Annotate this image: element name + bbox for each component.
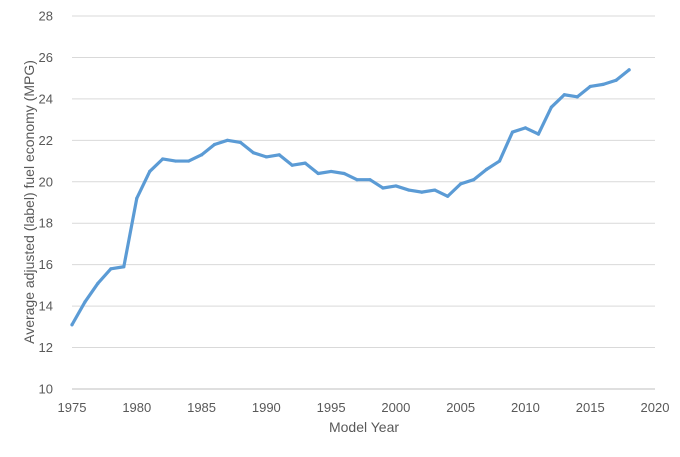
data-point — [575, 95, 579, 99]
data-point — [148, 169, 152, 174]
data-point — [290, 163, 294, 167]
data-point — [342, 171, 346, 176]
data-point — [109, 267, 113, 271]
y-tick-label: 20 — [39, 174, 53, 189]
x-tick-label: 1990 — [252, 400, 281, 415]
data-point — [316, 171, 320, 176]
data-point — [497, 159, 502, 163]
data-point — [394, 184, 398, 188]
y-tick-label: 12 — [39, 340, 53, 355]
x-axis-title: Model Year — [329, 419, 399, 435]
data-point — [303, 161, 307, 165]
data-point — [187, 159, 191, 163]
y-tick-label: 24 — [39, 91, 53, 106]
x-tick-label: 2000 — [381, 400, 410, 415]
gridlines — [72, 15, 655, 390]
x-tick-label: 2015 — [576, 400, 605, 415]
data-point — [174, 159, 178, 163]
data-point — [212, 142, 217, 147]
data-point — [381, 186, 385, 190]
data-point — [484, 167, 489, 171]
data-point — [225, 138, 230, 142]
y-tick-label: 26 — [39, 50, 53, 65]
y-tick-label: 22 — [39, 133, 53, 148]
data-point — [549, 105, 553, 109]
data-point — [122, 265, 126, 269]
data-point — [472, 178, 476, 182]
data-point — [536, 132, 541, 136]
data-point — [614, 78, 618, 82]
data-point — [355, 178, 359, 182]
data-point — [96, 281, 100, 285]
data-point — [433, 188, 437, 192]
data-point — [251, 151, 255, 155]
data-point — [238, 140, 243, 145]
x-tick-label: 1980 — [122, 400, 151, 415]
x-tick-label: 2010 — [511, 400, 540, 415]
data-point — [523, 126, 528, 130]
data-point — [368, 178, 372, 182]
y-tick-labels: 10 12 14 16 18 20 22 24 26 28 — [39, 9, 53, 397]
data-point — [588, 84, 592, 89]
data-point — [627, 68, 631, 72]
data-point — [161, 157, 165, 161]
y-tick-label: 10 — [39, 382, 53, 397]
data-point — [83, 300, 87, 304]
data-point — [199, 153, 204, 157]
series-line — [70, 68, 631, 327]
series — [70, 68, 631, 327]
data-point — [420, 190, 424, 194]
y-tick-label: 18 — [39, 216, 53, 231]
data-point — [601, 82, 605, 86]
data-point — [277, 153, 281, 157]
data-point — [135, 196, 139, 200]
y-tick-label: 16 — [39, 257, 53, 272]
y-axis-title: Average adjusted (label) fuel economy (M… — [21, 60, 37, 344]
data-point — [407, 188, 411, 192]
x-tick-label: 2020 — [641, 400, 670, 415]
x-tick-label: 1975 — [58, 400, 87, 415]
data-point — [329, 169, 333, 174]
x-tick-label: 2005 — [446, 400, 475, 415]
x-tick-label: 1995 — [317, 400, 346, 415]
data-point — [510, 130, 515, 134]
data-point — [446, 194, 450, 198]
data-point — [264, 155, 268, 159]
x-tick-label: 1985 — [187, 400, 216, 415]
x-tick-labels: 1975 1980 1985 1990 1995 2000 2005 2010 2015 2020 — [58, 400, 670, 415]
y-tick-label: 28 — [39, 9, 53, 24]
data-point — [562, 93, 566, 97]
data-point — [70, 323, 74, 327]
y-tick-label: 14 — [39, 299, 53, 314]
data-point — [459, 182, 463, 186]
